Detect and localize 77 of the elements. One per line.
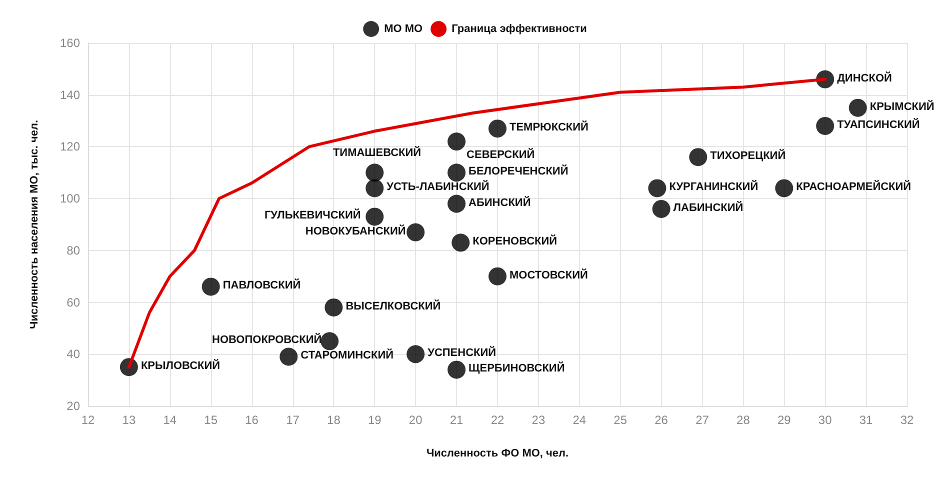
annotation: МОСТОВСКИЙ — [510, 268, 588, 282]
annotation: НОВОКУБАНСКИЙ — [305, 224, 406, 238]
y-tick-label: 80 — [66, 243, 80, 258]
x-tick-label: 23 — [532, 413, 546, 427]
x-tick-label: 24 — [572, 413, 586, 427]
annotation: АБИНСКИЙ — [468, 196, 531, 209]
point — [689, 148, 708, 166]
annotation: ТЕМРЮКСКИЙ — [510, 120, 589, 134]
x-tick-label: 30 — [818, 413, 832, 427]
annotation: КРЫЛОВСКИЙ — [140, 359, 220, 372]
point — [366, 208, 384, 226]
annotation: КРЫМСКИЙ — [870, 100, 934, 113]
annotation: ЩЕРБИНОВСКИЙ — [468, 362, 565, 375]
x-tick-label: 15 — [204, 413, 218, 427]
annotation: СТАРОМИНСКИЙ — [300, 348, 394, 362]
annotation: УСТЬ-ЛАБИНСКИЙ — [386, 180, 490, 194]
x-tick-label: 31 — [859, 413, 874, 427]
point — [324, 298, 343, 316]
annotation: ПАВЛОВСКИЙ — [222, 278, 301, 292]
point — [488, 120, 506, 138]
legend-label: МО МО — [384, 23, 424, 35]
annotation: ТИХОРЕЦКИЙ — [710, 149, 786, 162]
y-tick-label: 20 — [66, 399, 80, 413]
annotation: ВЫСЕЛКОВСКИЙ — [346, 299, 441, 312]
point — [406, 345, 425, 364]
y-tick-label: 40 — [66, 347, 80, 362]
x-tick-label: 16 — [245, 413, 259, 427]
point — [448, 132, 466, 151]
x-axis-title: Численность ФО МО, чел. — [426, 448, 569, 460]
x-tick-label: 29 — [777, 413, 792, 427]
point — [406, 223, 425, 242]
annotation: СЕВЕРСКИЙ — [466, 148, 535, 162]
point — [848, 98, 867, 117]
x-tick-label: 21 — [450, 413, 464, 427]
x-tick-label: 19 — [368, 413, 382, 427]
x-tick-label: 20 — [408, 413, 423, 427]
point — [816, 116, 834, 135]
annotation: ТИМАШЕВСКИЙ — [332, 146, 422, 160]
annotation: УСПЕНСКИЙ — [428, 346, 496, 360]
annotation: НОВОПОКРОВСКИЙ — [212, 333, 322, 346]
point — [488, 267, 506, 286]
y-tick-label: 160 — [60, 36, 80, 50]
point — [648, 179, 666, 198]
y-tick-label: 120 — [60, 140, 80, 154]
annotation: БЕЛОРЕЧЕНСКИЙ — [468, 164, 568, 178]
point — [202, 278, 220, 296]
y-tick-label: 140 — [60, 88, 80, 102]
x-tick-label: 28 — [736, 413, 750, 427]
point — [366, 164, 384, 182]
x-tick-label: 27 — [696, 413, 710, 427]
x-tick-label: 13 — [122, 413, 136, 427]
y-tick-label: 100 — [60, 192, 80, 206]
y-axis-title: Численность населения МО, тыс. чел. — [28, 120, 40, 329]
x-tick-label: 14 — [163, 413, 177, 427]
point — [775, 179, 794, 198]
x-tick-label: 12 — [81, 413, 95, 427]
x-tick-label: 25 — [614, 413, 628, 427]
annotation: ГУЛЬКЕВИЧСКИЙ — [264, 208, 361, 222]
annotation: КРАСНОАРМЕЙСКИЙ — [796, 180, 912, 194]
point — [366, 179, 384, 198]
y-tick-label: 60 — [66, 295, 80, 310]
annotation: ДИНСКОЙ — [837, 71, 892, 84]
point — [452, 234, 470, 252]
point — [448, 194, 466, 213]
x-tick-label: 26 — [654, 413, 668, 427]
legend-label: Граница эффективности — [452, 23, 587, 35]
x-tick-label: 18 — [327, 413, 341, 427]
x-tick-label: 17 — [286, 413, 300, 427]
x-tick-label: 32 — [900, 413, 914, 427]
annotation: КУРГАНИНСКИЙ — [669, 180, 758, 194]
annotation: КОРЕНОВСКИЙ — [472, 234, 558, 248]
annotation: ТУАПСИНСКИЙ — [837, 118, 920, 131]
point — [448, 360, 466, 379]
x-tick-label: 22 — [490, 413, 504, 427]
annotation: ЛАБИНСКИЙ — [673, 200, 744, 214]
point — [652, 200, 670, 218]
point — [280, 348, 298, 366]
